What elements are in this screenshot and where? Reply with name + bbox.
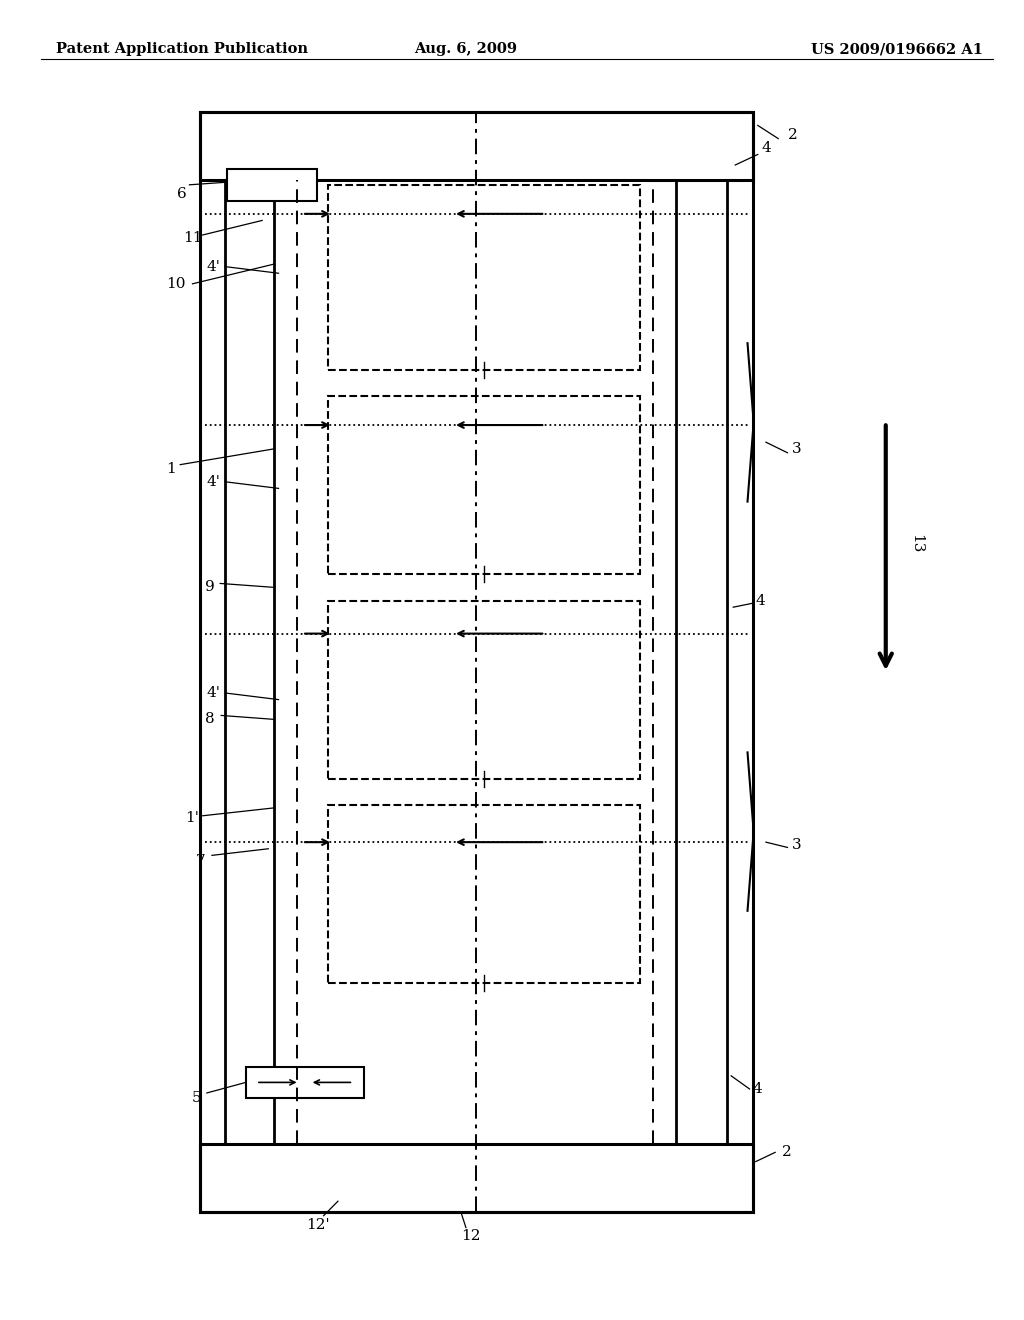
Text: 3: 3 — [792, 442, 802, 455]
Text: 1: 1 — [166, 462, 176, 475]
Text: 4: 4 — [761, 141, 771, 154]
Text: 11: 11 — [182, 231, 203, 244]
Text: 12': 12' — [305, 1218, 330, 1232]
Bar — [200, 112, 753, 181]
Bar — [328, 396, 640, 574]
Bar — [227, 169, 317, 201]
Text: 4': 4' — [206, 475, 220, 488]
Text: 4': 4' — [206, 686, 220, 700]
Bar — [676, 181, 727, 1143]
Text: 4: 4 — [753, 1082, 763, 1096]
Text: 8: 8 — [205, 713, 215, 726]
Bar — [246, 1067, 364, 1098]
Text: 2: 2 — [787, 128, 798, 141]
Text: 9: 9 — [205, 581, 215, 594]
Bar — [328, 185, 640, 370]
Text: 5: 5 — [191, 1092, 202, 1105]
Bar — [328, 805, 640, 983]
Bar — [225, 181, 274, 1143]
Text: Patent Application Publication: Patent Application Publication — [56, 42, 308, 57]
Text: 10: 10 — [166, 277, 186, 290]
Text: 2: 2 — [781, 1146, 792, 1159]
Text: 4: 4 — [756, 594, 766, 607]
Text: 3: 3 — [792, 838, 802, 851]
Bar — [200, 1143, 753, 1212]
Text: US 2009/0196662 A1: US 2009/0196662 A1 — [811, 42, 983, 57]
Bar — [328, 601, 640, 779]
Text: 12: 12 — [461, 1229, 481, 1242]
Text: Aug. 6, 2009: Aug. 6, 2009 — [415, 42, 517, 57]
Bar — [200, 112, 753, 1212]
Text: 4': 4' — [206, 260, 220, 273]
Text: 13: 13 — [909, 535, 924, 553]
Text: 6: 6 — [177, 187, 187, 201]
Text: 1': 1' — [185, 812, 200, 825]
Text: 7: 7 — [196, 854, 206, 867]
